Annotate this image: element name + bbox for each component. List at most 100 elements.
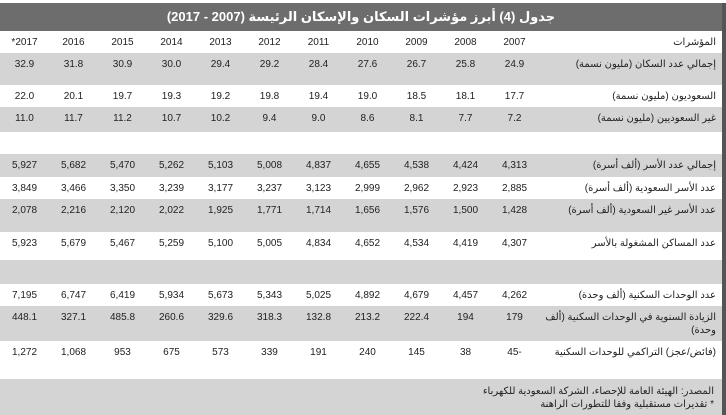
cell-value: 675 (163, 347, 180, 358)
cell-value: 191 (310, 347, 327, 358)
cell-value: 4,307 (501, 238, 528, 249)
cell-value: 19.2 (210, 91, 231, 102)
year-header: 2013 (209, 37, 232, 48)
cell-value: 2,078 (11, 205, 38, 216)
cell-value: 179 (506, 312, 523, 323)
row-label: (فائض/عجز) التراكمي للوحدات السكنية (554, 347, 716, 358)
cell-value: 5,259 (158, 238, 185, 249)
cell-value: 5,673 (207, 290, 234, 301)
row-label: عدد الأسر السعودية (ألف أسرة) (584, 183, 716, 194)
cell-value: 4,457 (452, 290, 479, 301)
cell-value: 5,927 (11, 160, 38, 171)
cell-value: 5,103 (207, 160, 234, 171)
cell-value: 318.3 (256, 312, 283, 323)
cell-value: 3,350 (109, 183, 136, 194)
cell-value: 5,343 (256, 290, 283, 301)
cell-value: 1,576 (403, 205, 430, 216)
cell-value: 3,123 (305, 183, 332, 194)
cell-value: 327.1 (60, 312, 87, 323)
cell-value: 9.0 (311, 113, 326, 124)
cell-value: 132.8 (305, 312, 332, 323)
table-row: إجمالي عدد الأسر (ألف أسرة) 4,313 4,424 4,5… (0, 154, 722, 177)
table-row: إجمالي عدد السكان (مليون نسمة) 24.9 25.8 26… (0, 53, 722, 85)
table-row: عدد الأسر غير السعودية (ألف أسرة) 1,428 1,… (0, 199, 722, 232)
cell-value: 17.7 (504, 91, 525, 102)
cell-value: 4,655 (354, 160, 381, 171)
row-label: الزيادة السنوية في الوحدات السكنية (ألف … (545, 312, 716, 336)
cell-value: 339 (261, 347, 278, 358)
row-label (539, 132, 722, 141)
year-header: 2015 (111, 37, 134, 48)
cell-value: 5,005 (256, 238, 283, 249)
cell-value: 25.8 (455, 59, 476, 70)
year-header: 2007 (503, 37, 526, 48)
cell-value: 11.0 (15, 113, 34, 124)
cell-value: 29.2 (259, 59, 280, 70)
cell-value: 2,885 (501, 183, 528, 194)
cell-value: 4,262 (501, 290, 528, 301)
cell-value: 573 (212, 347, 229, 358)
cell-value: 28.4 (308, 59, 329, 70)
cell-value: 4,652 (354, 238, 381, 249)
cell-value: 22.0 (14, 91, 35, 102)
source-note: المصدر: الهيئة العامة للإحصاء، الشركة ال… (482, 386, 714, 397)
table-row: عدد الأسر السعودية (ألف أسرة) 2,885 2,923 2… (0, 177, 722, 199)
cell-value: 5,025 (305, 290, 332, 301)
year-header: 2011 (307, 37, 330, 48)
row-label: عدد المساكن المشغولة بالأسر (591, 238, 716, 249)
cell-value: 20.1 (63, 91, 84, 102)
cell-value: 194 (457, 312, 474, 323)
cell-value: 240 (359, 347, 376, 358)
header-label: المؤشرات (673, 37, 716, 48)
header-row: المؤشرات 2007 2008 2009 2010 2011 2012 2013 2014… (0, 31, 722, 53)
row-label: السعوديون (مليون نسمة) (612, 91, 716, 102)
cell-value: 30.0 (161, 59, 182, 70)
cell-value: -45 (507, 347, 522, 358)
year-header: 2012 (258, 37, 281, 48)
cell-value: 3,466 (60, 183, 87, 194)
cell-value: 24.9 (504, 59, 525, 70)
cell-value: 19.0 (357, 91, 378, 102)
cell-value: 4,534 (403, 238, 430, 249)
table-row: السعوديون (مليون نسمة) 17.7 18.1 18.5 19.0 19… (0, 85, 722, 107)
row-label (539, 260, 722, 269)
cell-value: 8.6 (360, 113, 375, 124)
row-label: إجمالي عدد الأسر (ألف أسرة) (592, 160, 716, 171)
cell-value: 10.2 (210, 113, 231, 124)
cell-value: 2,923 (452, 183, 479, 194)
estimate-note: * تقديرات مستقبلية وفقا للتطورات الراهنة (540, 399, 714, 410)
year-header: 2010 (356, 37, 379, 48)
cell-value: 260.6 (158, 312, 185, 323)
cell-value: 26.7 (406, 59, 427, 70)
cell-value: 3,237 (256, 183, 283, 194)
cell-value: 7,195 (11, 290, 38, 301)
cell-value: 4,419 (452, 238, 479, 249)
spacer-row (0, 260, 722, 284)
cell-value: 4,679 (403, 290, 430, 301)
cell-value: 2,120 (109, 205, 136, 216)
cell-value: 329.6 (207, 312, 234, 323)
cell-value: 27.6 (357, 59, 378, 70)
cell-value: 222.4 (403, 312, 430, 323)
cell-value: 3,239 (158, 183, 185, 194)
table-title: جدول (4) أبرز مؤشرات السكان والإسكان الر… (0, 3, 722, 31)
table-row: (فائض/عجز) التراكمي للوحدات السكنية -45 38… (0, 341, 722, 379)
cell-value: 4,313 (501, 160, 528, 171)
cell-value: 1,068 (60, 347, 87, 358)
cell-value: 6,419 (109, 290, 136, 301)
cell-value: 2,022 (158, 205, 185, 216)
cell-value: 5,100 (207, 238, 234, 249)
cell-value: 5,467 (109, 238, 136, 249)
table-row: عدد الوحدات السكنية (ألف وحدة) 4,262 4,457… (0, 284, 722, 306)
table-row: غير السعوديين (مليون نسمة) 7.2 7.7 8.1 8.6 9.… (0, 107, 722, 132)
cell-value: 485.8 (109, 312, 136, 323)
cell-value: 1,428 (501, 205, 528, 216)
cell-value: 5,262 (158, 160, 185, 171)
cell-value: 3,177 (207, 183, 234, 194)
cell-value: 10.7 (161, 113, 182, 124)
cell-value: 5,934 (158, 290, 185, 301)
cell-value: 3,849 (11, 183, 38, 194)
cell-value: 4,538 (403, 160, 430, 171)
cell-value: 11.2 (113, 113, 132, 124)
cell-value: 29.4 (210, 59, 231, 70)
